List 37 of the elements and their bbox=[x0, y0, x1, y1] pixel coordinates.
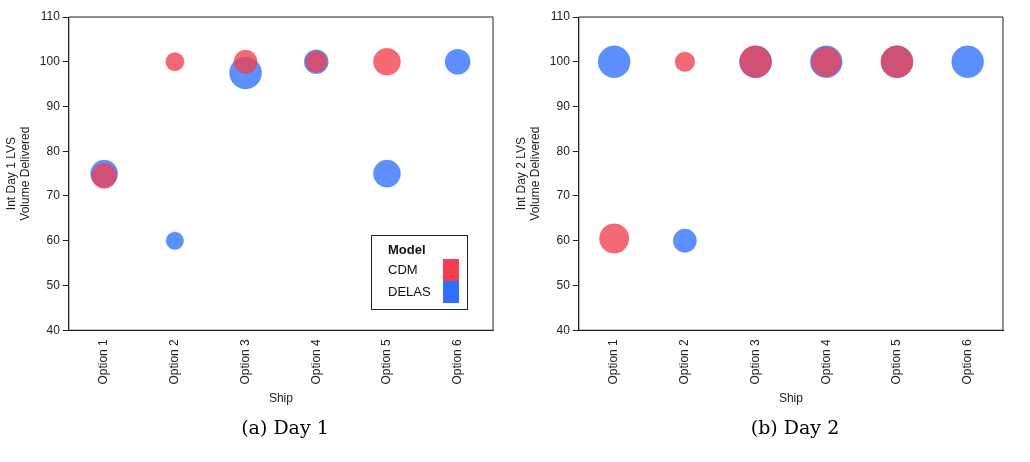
y-tick-label: 70 bbox=[46, 188, 61, 203]
y-axis-title: Int Day 2 LVS Volume Delivered bbox=[513, 126, 542, 221]
x-tick-label: Option 4 bbox=[818, 338, 833, 385]
y-tick-label: 40 bbox=[46, 322, 61, 337]
x-tick-label: Option 1 bbox=[96, 338, 111, 385]
y-tick-label: 90 bbox=[46, 98, 61, 113]
x-tick-label: Option 2 bbox=[677, 338, 692, 385]
y-tick-label: 80 bbox=[46, 143, 61, 158]
x-axis-title: Ship bbox=[778, 391, 804, 406]
legend-title: Model bbox=[388, 242, 427, 258]
x-tick-label: Option 1 bbox=[606, 338, 621, 385]
y-tick-label: 60 bbox=[46, 233, 61, 248]
y-tick-label: 80 bbox=[556, 143, 571, 158]
y-tick-label: 60 bbox=[556, 233, 571, 248]
y-tick-label: 40 bbox=[556, 322, 571, 337]
x-tick-label: Option 3 bbox=[747, 338, 762, 385]
x-axis-title: Ship bbox=[268, 391, 294, 406]
y-tick-label: 100 bbox=[39, 54, 61, 69]
y-tick-label: 50 bbox=[556, 277, 571, 292]
x-tick-label: Option 6 bbox=[449, 338, 464, 385]
text: (a) Day 1 bbox=[240, 416, 330, 438]
y-tick-label: 90 bbox=[556, 98, 571, 113]
y-tick-label: 70 bbox=[556, 188, 571, 203]
y-tick-label: 100 bbox=[549, 54, 571, 69]
x-tick-label: Option 3 bbox=[237, 338, 252, 385]
y-tick-label: 110 bbox=[40, 9, 61, 24]
x-tick-label: Option 5 bbox=[379, 338, 394, 385]
legend-label: CDM bbox=[388, 261, 419, 280]
y-axis-title: Int Day 1 LVS Volume Delivered bbox=[3, 126, 32, 221]
y-tick-label: 50 bbox=[46, 277, 61, 292]
y-tick-label: 110 bbox=[550, 9, 571, 24]
text: (b) Day 2 bbox=[749, 416, 841, 438]
legend-label: DELAS bbox=[388, 283, 431, 302]
x-tick-label: Option 5 bbox=[889, 338, 904, 385]
x-tick-label: Option 6 bbox=[959, 338, 974, 385]
x-tick-label: Option 4 bbox=[308, 338, 323, 385]
x-tick-label: Option 2 bbox=[167, 338, 182, 385]
